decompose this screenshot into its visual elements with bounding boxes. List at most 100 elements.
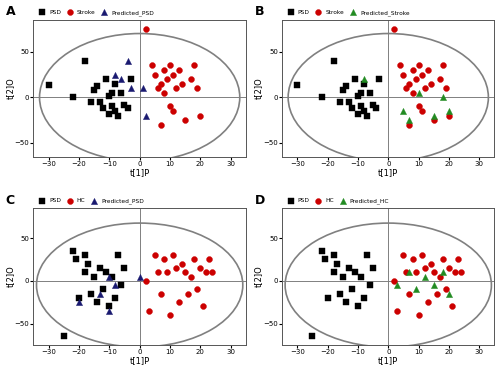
PSD — [90, 273, 98, 279]
Y-axis label: t[2]O: t[2]O — [6, 78, 15, 99]
PSD — [106, 92, 114, 98]
Stroke — [148, 62, 156, 68]
Stroke — [187, 76, 195, 82]
Stroke — [160, 90, 168, 96]
HC — [206, 256, 214, 262]
PSD — [330, 252, 338, 258]
PSD — [112, 108, 120, 114]
PSD — [294, 82, 302, 88]
Predicted_Stroke — [414, 90, 422, 96]
Stroke — [163, 76, 171, 82]
PSD — [118, 282, 126, 288]
HC — [142, 278, 150, 284]
PSD — [108, 90, 116, 96]
HC — [163, 269, 171, 275]
PSD — [81, 58, 89, 64]
HC — [172, 265, 180, 271]
PSD — [320, 256, 328, 262]
PSD — [354, 111, 362, 117]
HC — [166, 312, 174, 318]
Stroke — [160, 67, 168, 73]
Stroke — [175, 67, 183, 73]
Predicted_PSD — [112, 72, 120, 78]
Predicted_Stroke — [445, 108, 453, 114]
PSD — [360, 295, 368, 301]
HC — [187, 273, 195, 279]
HC — [145, 308, 153, 313]
PSD — [351, 269, 359, 275]
PSD — [96, 99, 104, 105]
Stroke — [418, 72, 426, 78]
HC — [208, 269, 216, 275]
Predicted_PSD — [106, 273, 114, 279]
Stroke — [396, 62, 404, 68]
PSD — [120, 102, 128, 108]
Predicted_PSD — [136, 273, 143, 279]
Predicted_HC — [394, 282, 402, 288]
Predicted_Stroke — [406, 117, 413, 123]
PSD — [93, 299, 101, 305]
HC — [157, 290, 165, 296]
PSD — [354, 92, 362, 98]
HC — [160, 256, 168, 262]
PSD — [360, 108, 368, 114]
Predicted_Stroke — [439, 94, 447, 100]
Stroke — [142, 26, 150, 32]
PSD — [366, 282, 374, 288]
PSD — [81, 269, 89, 275]
Legend: PSD, Stroke, Predicted_Stroke: PSD, Stroke, Predicted_Stroke — [285, 10, 410, 16]
Stroke — [181, 117, 189, 123]
X-axis label: t[1]P: t[1]P — [378, 357, 398, 365]
PSD — [108, 104, 116, 109]
Stroke — [439, 62, 447, 68]
PSD — [366, 90, 374, 96]
X-axis label: t[1]P: t[1]P — [130, 168, 150, 177]
Stroke — [406, 122, 413, 128]
Predicted_PSD — [142, 113, 150, 119]
PSD — [99, 286, 107, 292]
Stroke — [418, 108, 426, 114]
HC — [169, 252, 177, 258]
PSD — [357, 90, 365, 96]
PSD — [345, 265, 353, 271]
Stroke — [178, 81, 186, 87]
PSD — [318, 94, 326, 100]
X-axis label: t[1]P: t[1]P — [130, 357, 150, 365]
Stroke — [166, 104, 174, 109]
Stroke — [169, 108, 177, 114]
PSD — [318, 248, 326, 254]
Legend: PSD, HC, Predicted_PSD: PSD, HC, Predicted_PSD — [36, 198, 144, 204]
PSD — [112, 295, 120, 301]
PSD — [354, 303, 362, 309]
PSD — [75, 295, 83, 301]
PSD — [87, 290, 95, 296]
HC — [394, 308, 402, 313]
PSD — [87, 99, 95, 105]
Stroke — [442, 85, 450, 91]
Stroke — [436, 76, 444, 82]
Predicted_PSD — [126, 85, 134, 91]
Text: C: C — [6, 194, 15, 207]
Stroke — [406, 81, 413, 87]
Y-axis label: t[2]O: t[2]O — [6, 266, 15, 288]
PSD — [108, 273, 116, 279]
PSD — [369, 265, 377, 271]
HC — [151, 252, 159, 258]
PSD — [336, 290, 344, 296]
Predicted_PSD — [138, 85, 146, 91]
PSD — [360, 81, 368, 87]
Predicted_HC — [445, 290, 453, 296]
HC — [430, 269, 438, 275]
HC — [445, 265, 453, 271]
PSD — [124, 105, 132, 111]
Text: D: D — [254, 194, 264, 207]
Stroke — [420, 85, 428, 91]
Legend: PSD, HC, Predicted_HC: PSD, HC, Predicted_HC — [285, 198, 390, 204]
PSD — [72, 256, 80, 262]
PSD — [357, 273, 365, 279]
PSD — [126, 76, 134, 82]
HC — [190, 256, 198, 262]
PSD — [342, 299, 350, 305]
HC — [433, 290, 441, 296]
Text: B: B — [254, 6, 264, 19]
